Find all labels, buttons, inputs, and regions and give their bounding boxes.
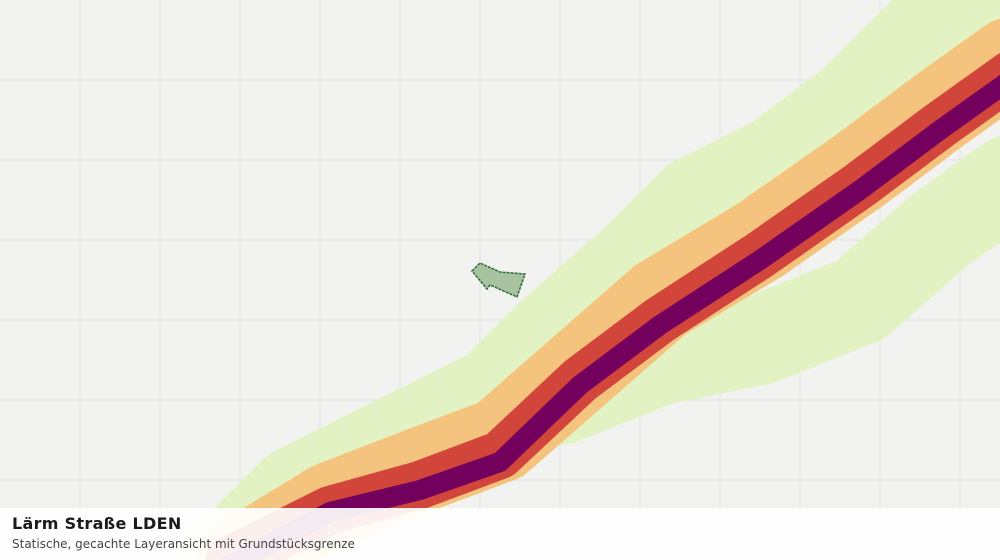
parcel-boundary[interactable] [470,262,527,299]
map-title: Lärm Straße LDEN [12,514,182,533]
noise-bands [176,0,1000,560]
map-subtitle: Statische, gecachte Layeransicht mit Gru… [12,537,355,551]
noise-band-very-high [221,74,1000,560]
caption-panel: Lärm Straße LDEN Statische, gecachte Lay… [0,508,1000,560]
